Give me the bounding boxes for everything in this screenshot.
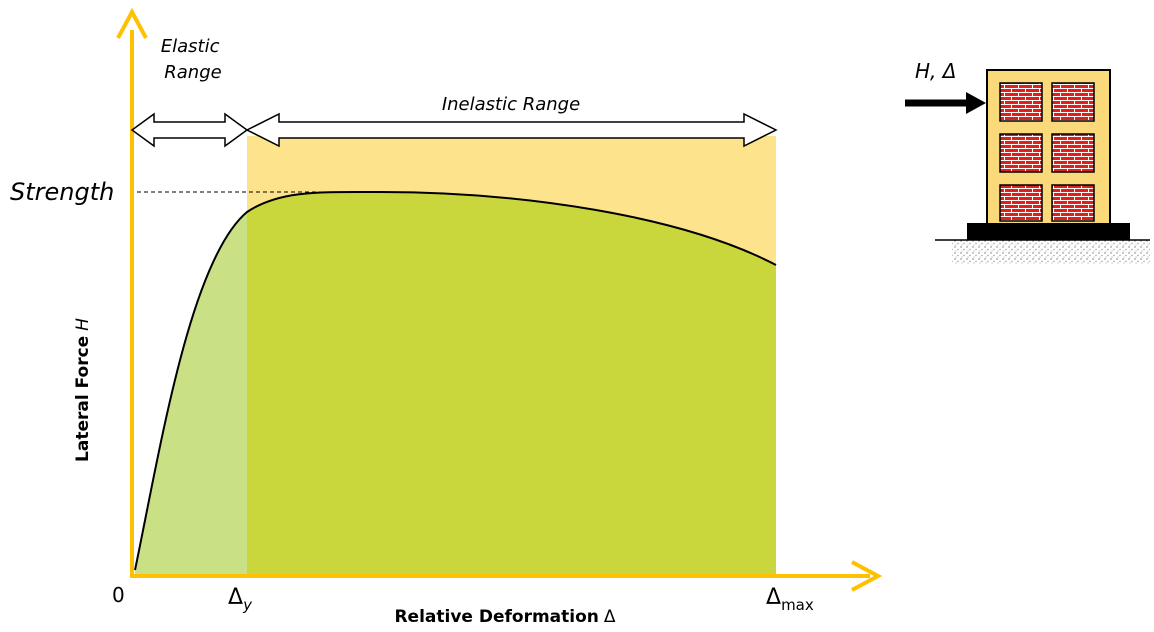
yield-label: Δy <box>228 585 253 614</box>
yield-symbol: Δ <box>228 585 243 610</box>
window <box>1051 133 1095 173</box>
foundation <box>967 223 1130 240</box>
window <box>999 82 1043 122</box>
window <box>999 133 1043 173</box>
windows <box>999 82 1095 222</box>
load-arrow-head <box>966 92 986 114</box>
yield-subscript: y <box>242 596 253 614</box>
y-axis-label-variable: H <box>73 318 93 331</box>
elastic-label-line: Range <box>164 62 221 83</box>
x-axis-label-symbol: Δ <box>604 607 616 627</box>
elastic-label: Elastic Range <box>161 36 225 83</box>
y-axis-label: Lateral Force H <box>73 318 93 462</box>
max-symbol: Δ <box>766 585 781 610</box>
elastic-label-line: Elastic <box>161 36 220 57</box>
strength-label: Strength <box>10 178 114 206</box>
elastic-area <box>135 212 247 576</box>
x-axis-label: Relative Deformation Δ <box>394 607 615 627</box>
soil <box>952 240 1150 264</box>
window <box>999 184 1043 222</box>
inelastic-area <box>247 191 776 576</box>
y-axis-label-text: Lateral Force <box>73 336 93 462</box>
origin-label: 0 <box>112 583 125 607</box>
inelastic-label: Inelastic Range <box>442 94 580 115</box>
window <box>1051 82 1095 122</box>
y-axis-arrow <box>116 7 148 39</box>
max-subscript: max <box>781 596 814 614</box>
load-label: H, Δ <box>915 59 956 83</box>
elastic-arrow <box>130 112 249 148</box>
window <box>1051 184 1095 222</box>
inelastic-arrow <box>245 112 778 148</box>
x-axis-label-text: Relative Deformation <box>394 607 598 627</box>
capacity-curve <box>134 190 777 571</box>
x-axis-arrow <box>851 560 883 592</box>
max-label: Δmax <box>766 585 814 614</box>
